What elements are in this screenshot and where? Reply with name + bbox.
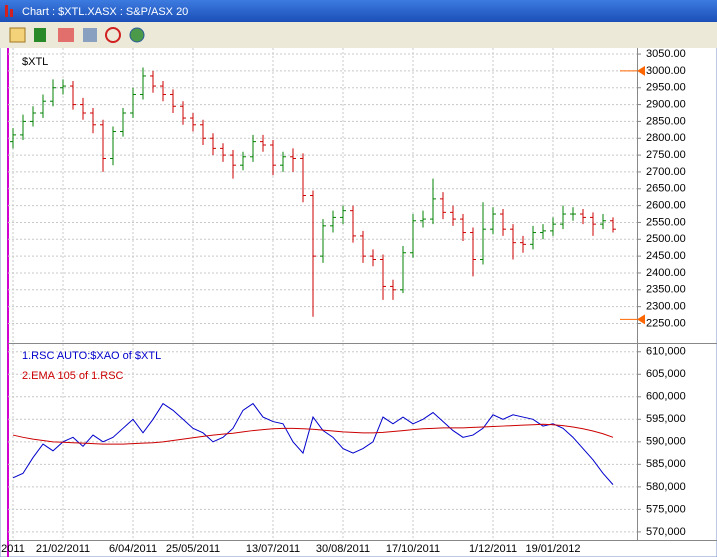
x-tick-label: 19/01/2012 [525, 543, 580, 555]
app-icon [10, 9, 13, 17]
y-tick-label: 2650.00 [646, 183, 686, 195]
y-tick-label: 2750.00 [646, 149, 686, 161]
alert-button[interactable] [105, 27, 121, 43]
app-icon [5, 5, 8, 17]
price-marker [637, 314, 645, 325]
toolbar [0, 22, 717, 48]
y-tick-label: 595,000 [646, 413, 686, 425]
y-tick-label: 2450.00 [646, 250, 686, 262]
notes-button[interactable] [9, 27, 26, 43]
y-tick-label: 2600.00 [646, 200, 686, 212]
y-tick-label: 2950.00 [646, 82, 686, 94]
y-tick-label: 600,000 [646, 391, 686, 403]
x-tick-label: 6/04/2011 [109, 543, 157, 555]
title-bar [0, 0, 717, 22]
y-tick-label: 2800.00 [646, 132, 686, 144]
y-tick-label: 585,000 [646, 458, 686, 470]
y-tick-label: 2400.00 [646, 267, 686, 279]
y-tick-label: 3000.00 [646, 65, 686, 77]
y-tick-label: 610,000 [646, 346, 686, 358]
y-tick-label: 590,000 [646, 436, 686, 448]
y-tick-label: 2850.00 [646, 115, 686, 127]
y-tick-label: 2700.00 [646, 166, 686, 178]
y-tick-label: 580,000 [646, 481, 686, 493]
y-tick-label: 3050.00 [646, 48, 686, 60]
price-label: $XTL [22, 56, 48, 68]
calc-button[interactable] [58, 28, 74, 42]
series-line [12, 423, 614, 445]
y-tick-label: 2500.00 [646, 233, 686, 245]
price-button[interactable] [34, 28, 46, 42]
y-tick-label: 570,000 [646, 526, 686, 538]
price-marker [637, 65, 645, 76]
y-tick-label: 2250.00 [646, 317, 686, 329]
window-title: Chart : $XTL.XASX : S&P/ASX 20 [22, 6, 188, 18]
legend-entry: 1.RSC AUTO:$XAO of $XTL [22, 350, 161, 362]
x-tick-label: 30/08/2011 [316, 543, 370, 555]
series-line [12, 402, 614, 485]
x-tick-label: 1/12/2011 [469, 543, 517, 555]
web-button[interactable] [129, 27, 145, 43]
legend-entry: 2.EMA 105 of 1.RSC [22, 370, 124, 382]
y-tick-label: 575,000 [646, 503, 686, 515]
y-tick-label: 605,000 [646, 368, 686, 380]
toolbar-buttons[interactable] [9, 27, 145, 43]
plot: 2250.00 2300.00 2350.00 2400.00 2450.00 2500.… [1, 48, 686, 555]
x-tick-label: 17/10/2011 [386, 543, 440, 555]
x-tick-label: 21/02/2011 [36, 543, 90, 555]
y-tick-label: 2550.00 [646, 216, 686, 228]
y-tick-label: 2300.00 [646, 301, 686, 313]
x-tick-label: 13/07/2011 [246, 543, 300, 555]
x-tick-label: 2011 [1, 543, 25, 555]
attach-button[interactable] [83, 28, 97, 42]
x-tick-label: 25/05/2011 [166, 543, 220, 555]
y-tick-label: 2350.00 [646, 284, 686, 296]
y-tick-label: 2900.00 [646, 98, 686, 110]
